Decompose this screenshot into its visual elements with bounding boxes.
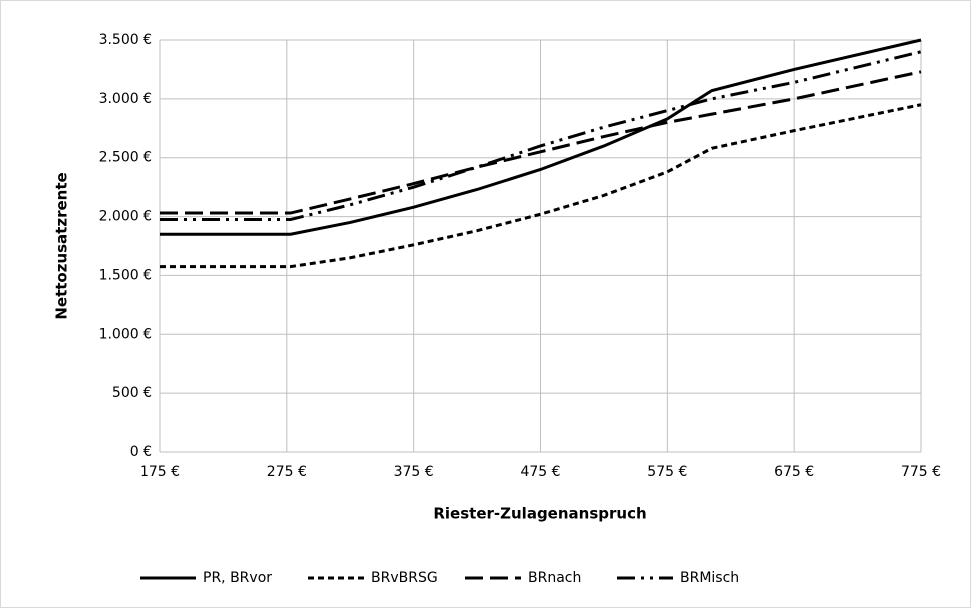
legend-label: BRMisch xyxy=(680,570,739,586)
y-tick-label: 0 € xyxy=(130,444,152,460)
y-tick-label: 3.500 € xyxy=(99,32,152,48)
x-axis-title: Riester-Zulagenanspruch xyxy=(433,505,646,523)
y-tick-label: 1.000 € xyxy=(99,326,152,342)
legend-label: BRvBRSG xyxy=(371,570,438,586)
x-tick-label: 375 € xyxy=(394,464,434,480)
x-tick-label: 475 € xyxy=(520,464,560,480)
y-axis-title: Nettozusatzrente xyxy=(53,172,71,319)
legend-label: PR, BRvor xyxy=(203,570,272,586)
y-tick-label: 1.500 € xyxy=(99,267,152,283)
series-line xyxy=(160,38,922,236)
series-line xyxy=(160,103,922,269)
x-tick-label: 175 € xyxy=(140,464,180,480)
legend-label: BRnach xyxy=(528,570,581,586)
series-line xyxy=(160,70,922,215)
x-tick-label: 775 € xyxy=(901,464,941,480)
x-tick-label: 675 € xyxy=(774,464,814,480)
x-tick-label: 575 € xyxy=(647,464,687,480)
y-tick-label: 2.000 € xyxy=(99,209,152,225)
series-line xyxy=(160,50,922,222)
y-tick-label: 500 € xyxy=(112,385,152,401)
y-tick-label: 3.000 € xyxy=(99,91,152,107)
x-tick-label: 275 € xyxy=(267,464,307,480)
y-tick-label: 2.500 € xyxy=(99,150,152,166)
